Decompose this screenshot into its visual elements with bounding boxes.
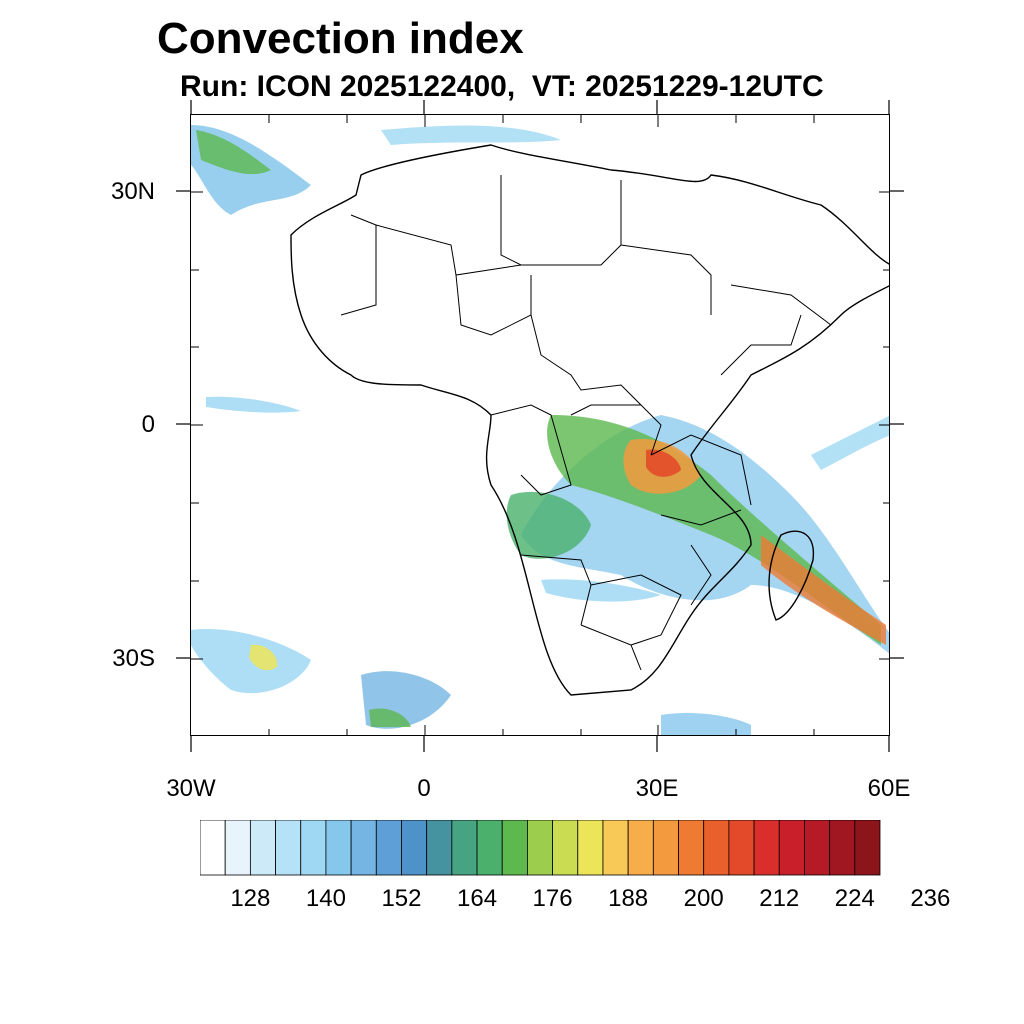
colorbar-swatch	[249, 820, 276, 876]
chart-subtitle: Run: ICON 2025122400, VT: 20251229-12UTC	[180, 70, 824, 103]
field-eq-atlantic	[206, 396, 301, 413]
field-south-atlantic-w	[191, 629, 311, 694]
colorbar-swatch	[703, 820, 730, 876]
lon-label-30e: 30E	[635, 775, 679, 802]
lat-label-30n: 30N	[110, 178, 155, 205]
colorbar-swatch	[501, 820, 528, 876]
colorbar-swatch	[300, 820, 327, 876]
lat-label-0: 0	[141, 411, 155, 438]
colorbar-tick-label: 140	[305, 885, 346, 912]
colorbar-tick-label: 128	[230, 885, 271, 912]
colorbar-swatch	[275, 820, 302, 876]
colorbar-swatch	[426, 820, 453, 876]
field-mozambique	[761, 535, 886, 645]
field-south-bottom	[661, 713, 751, 735]
chart-title: Convection index	[157, 14, 524, 63]
lon-label-30w: 30W	[166, 775, 216, 802]
field-south-atlantic-w-core	[249, 644, 278, 671]
map-panel	[190, 114, 890, 736]
colorbar-swatch	[350, 820, 377, 876]
colorbar-tick-label: 188	[608, 885, 649, 912]
colorbar-tick-label: 176	[532, 885, 573, 912]
colorbar-swatch	[854, 820, 881, 876]
coastlines	[290, 144, 889, 696]
country-borders	[340, 175, 832, 671]
colorbar-swatch	[753, 820, 780, 876]
colorbar	[200, 820, 881, 876]
colorbar-swatch	[527, 820, 554, 876]
colorbar-swatch	[451, 820, 478, 876]
colorbar-swatch	[728, 820, 755, 876]
colorbar-swatch	[325, 820, 352, 876]
field-lake-hotspot	[646, 449, 681, 477]
colorbar-tick-label: 224	[834, 885, 875, 912]
colorbar-tick-label: 236	[910, 885, 951, 912]
field-botswana	[541, 579, 661, 602]
colorbar-swatch	[200, 820, 226, 876]
africa-outline	[290, 144, 889, 696]
lon-label-60e: 60E	[867, 775, 911, 802]
colorbar-swatch	[678, 820, 705, 876]
colorbar-swatch	[577, 820, 604, 876]
colorbar-swatch	[552, 820, 579, 876]
colorbar-swatch	[778, 820, 805, 876]
colorbar-swatch	[224, 820, 251, 876]
colorbar-swatch	[829, 820, 856, 876]
colorbar-swatch	[401, 820, 428, 876]
lat-label-30s: 30S	[112, 645, 155, 672]
colorbar-tick-label: 152	[381, 885, 422, 912]
colorbar-tick-label: 200	[683, 885, 724, 912]
colorbar-tick-label: 164	[457, 885, 498, 912]
madagascar	[768, 530, 815, 621]
colorbar-swatch	[627, 820, 654, 876]
colorbar-swatch	[375, 820, 402, 876]
field-angola	[506, 491, 591, 559]
convection-field	[191, 125, 889, 735]
lon-label-0: 0	[417, 775, 431, 802]
colorbar-labels: 128 140 152 164 176 188 200 212 224 236	[0, 885, 1024, 925]
colorbar-swatch	[652, 820, 679, 876]
colorbar-swatch	[602, 820, 629, 876]
field-south-atlantic-c-core	[369, 708, 411, 727]
colorbar-swatch	[804, 820, 831, 876]
colorbar-tick-label: 212	[759, 885, 800, 912]
colorbar-swatch	[476, 820, 503, 876]
inner-ticks	[191, 115, 889, 735]
field-nw-atlantic-core	[196, 130, 271, 175]
map-svg	[191, 115, 889, 735]
field-indian-ocean	[811, 416, 889, 470]
field-mediterranean	[381, 125, 561, 145]
